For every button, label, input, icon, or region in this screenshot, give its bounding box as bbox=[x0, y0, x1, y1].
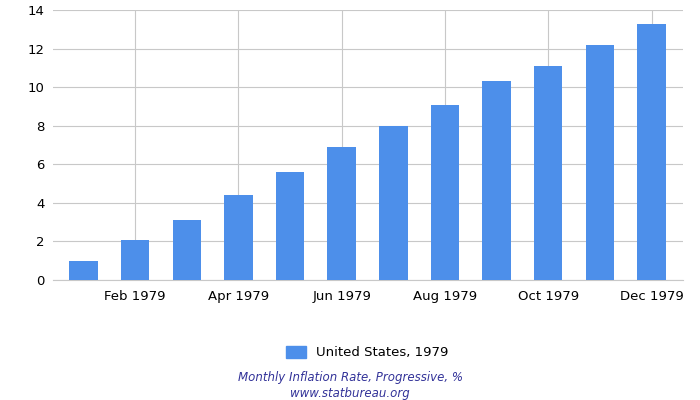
Bar bbox=[482, 81, 511, 280]
Bar bbox=[430, 104, 459, 280]
Bar bbox=[586, 45, 614, 280]
Bar bbox=[379, 126, 407, 280]
Bar bbox=[637, 24, 666, 280]
Bar bbox=[224, 195, 253, 280]
Bar bbox=[328, 147, 356, 280]
Bar bbox=[121, 240, 149, 280]
Text: www.statbureau.org: www.statbureau.org bbox=[290, 388, 410, 400]
Legend: United States, 1979: United States, 1979 bbox=[286, 346, 449, 360]
Bar bbox=[276, 172, 304, 280]
Bar bbox=[69, 261, 98, 280]
Text: Monthly Inflation Rate, Progressive, %: Monthly Inflation Rate, Progressive, % bbox=[237, 372, 463, 384]
Bar bbox=[173, 220, 201, 280]
Bar bbox=[534, 66, 562, 280]
